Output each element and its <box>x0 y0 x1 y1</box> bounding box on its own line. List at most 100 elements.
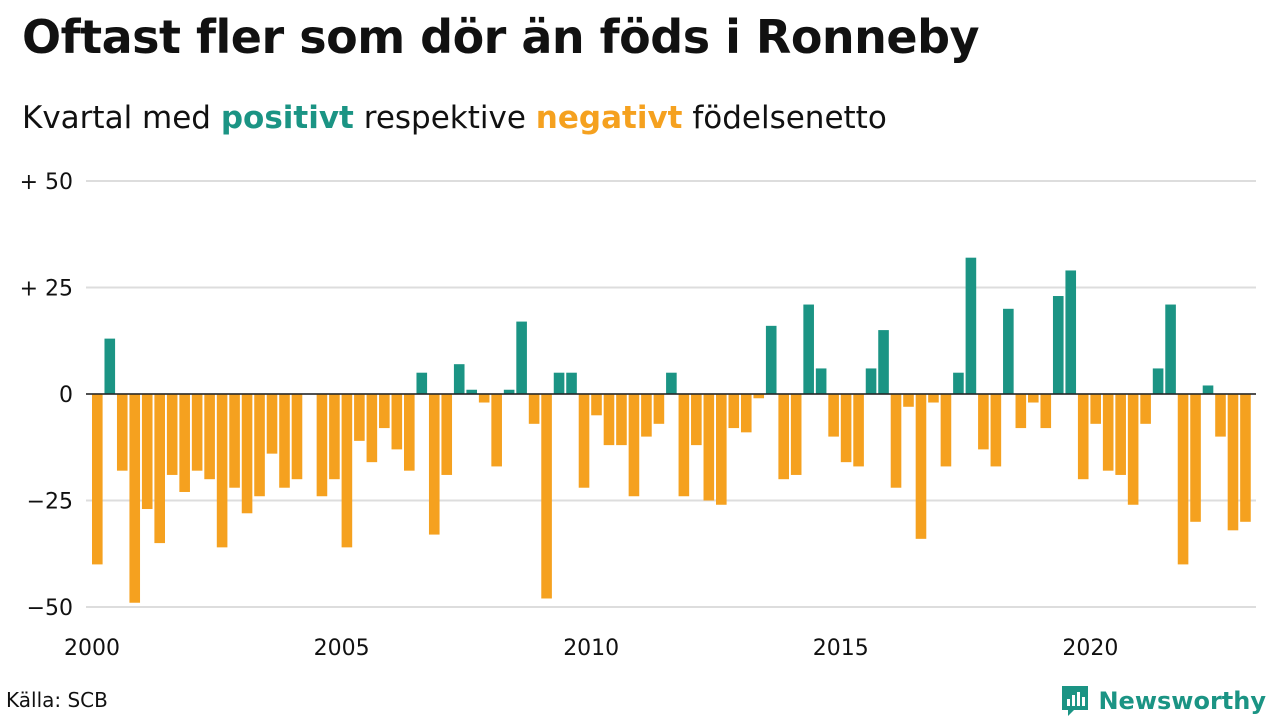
bar <box>1028 394 1039 403</box>
bar <box>603 394 615 446</box>
x-tick-label: 2005 <box>314 636 370 661</box>
source-note: Källa: SCB <box>6 688 108 712</box>
bar <box>965 257 977 394</box>
bar <box>92 394 103 565</box>
bar <box>653 394 665 424</box>
newsworthy-logo-icon <box>1062 686 1089 716</box>
bar <box>1140 394 1151 424</box>
bar <box>541 394 552 599</box>
bar <box>1227 394 1239 531</box>
bar <box>1202 385 1214 394</box>
bar <box>853 394 864 467</box>
bar <box>666 372 677 394</box>
bar <box>1065 270 1077 394</box>
bar <box>428 394 440 535</box>
bar <box>1152 368 1164 394</box>
bar <box>503 389 515 394</box>
bar <box>291 394 303 480</box>
bar <box>1127 394 1139 505</box>
bar <box>204 394 215 480</box>
brand-name: Newsworthy <box>1098 687 1266 715</box>
bar <box>179 394 190 492</box>
y-tick-label: −50 <box>27 596 73 621</box>
y-tick-label: 0 <box>59 383 73 408</box>
bar <box>1015 394 1027 429</box>
bar <box>491 394 502 467</box>
bar <box>341 394 353 548</box>
bar <box>865 368 877 394</box>
x-tick-label: 2000 <box>64 636 120 661</box>
bar <box>915 394 927 539</box>
bar <box>116 394 128 471</box>
x-tick-label: 2010 <box>563 636 619 661</box>
bar <box>703 394 715 501</box>
bar <box>828 394 839 437</box>
bar <box>903 394 914 407</box>
bar <box>129 394 141 603</box>
bar <box>404 394 415 471</box>
bar <box>329 394 340 480</box>
bar <box>1177 394 1189 565</box>
bar <box>616 394 627 446</box>
chart-title: Oftast fler som dör än föds i Ronneby <box>22 10 980 64</box>
bar <box>216 394 228 548</box>
bar <box>1077 394 1089 480</box>
bar <box>628 394 640 497</box>
bar <box>391 394 403 450</box>
bar <box>1240 394 1251 522</box>
bar <box>1190 394 1201 522</box>
bar <box>104 338 116 394</box>
bar <box>728 394 740 429</box>
brand-logo: Newsworthy <box>1060 684 1266 718</box>
bar <box>716 394 727 505</box>
bar <box>678 394 690 497</box>
bar <box>641 394 652 437</box>
bar <box>790 394 802 475</box>
bar <box>316 394 328 497</box>
bar <box>1215 394 1226 437</box>
bar <box>1115 394 1126 475</box>
bar <box>553 372 565 394</box>
bar <box>740 394 752 433</box>
bar <box>254 394 265 497</box>
y-tick-label: + 25 <box>20 277 73 302</box>
bar <box>990 394 1002 467</box>
bar <box>778 394 789 480</box>
bar <box>803 304 814 394</box>
bar <box>890 394 902 488</box>
bar <box>466 389 477 394</box>
bar <box>765 325 777 394</box>
subtitle-suffix: födelsenetto <box>692 100 887 136</box>
bar <box>1165 304 1176 394</box>
bar <box>453 364 465 394</box>
bar <box>266 394 278 454</box>
bar <box>840 394 852 463</box>
subtitle-positive: positivt <box>220 100 354 136</box>
bar <box>141 394 153 510</box>
x-tick-label: 2015 <box>813 636 869 661</box>
bar <box>753 394 765 399</box>
bar <box>815 368 827 394</box>
bar <box>166 394 178 475</box>
x-tick-label: 2020 <box>1062 636 1118 661</box>
bar <box>241 394 253 514</box>
subtitle-negative: negativt <box>535 100 683 136</box>
bar <box>366 394 378 463</box>
bar <box>478 394 490 403</box>
bar <box>191 394 203 471</box>
bar <box>1102 394 1114 471</box>
bar <box>154 394 165 544</box>
bar <box>528 394 540 424</box>
bar <box>940 394 952 467</box>
bar <box>578 394 590 488</box>
bar <box>379 394 390 429</box>
bar <box>953 372 964 394</box>
bar <box>878 330 889 394</box>
y-tick-label: −25 <box>27 490 73 515</box>
bar <box>928 394 939 403</box>
bar <box>1052 296 1064 394</box>
bar <box>1090 394 1101 424</box>
bar <box>416 372 428 394</box>
bar <box>566 372 577 394</box>
